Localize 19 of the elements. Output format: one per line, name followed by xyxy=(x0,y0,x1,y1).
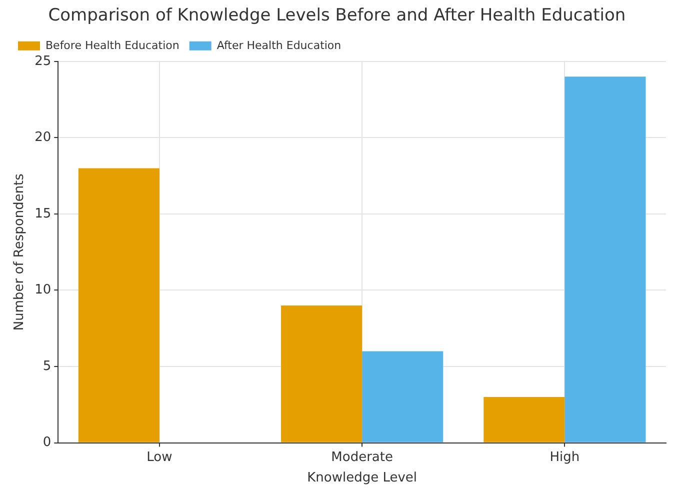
bar xyxy=(281,305,362,442)
legend-label: After Health Education xyxy=(216,38,342,52)
y-tick-label: 0 xyxy=(42,435,52,450)
x-tick-label: Low xyxy=(146,450,173,465)
y-tick-label: 5 xyxy=(42,358,52,374)
y-tick-label: 15 xyxy=(34,206,52,222)
x-axis-title: Knowledge Level xyxy=(307,470,418,486)
y-tick-label: 10 xyxy=(34,282,52,298)
bar xyxy=(362,351,444,442)
bar xyxy=(564,76,646,442)
bar xyxy=(78,168,160,442)
chart-title: Comparison of Knowledge Levels Before and After Health Education xyxy=(48,6,626,26)
y-axis-title: Number of Respondents xyxy=(12,173,28,331)
x-tick-label: High xyxy=(550,450,580,465)
x-tick-label: Moderate xyxy=(331,450,393,465)
y-tick-label: 25 xyxy=(34,54,52,69)
y-tick-label: 20 xyxy=(34,130,52,146)
legend-label: Before Health Education xyxy=(46,38,180,52)
bar xyxy=(484,397,565,442)
